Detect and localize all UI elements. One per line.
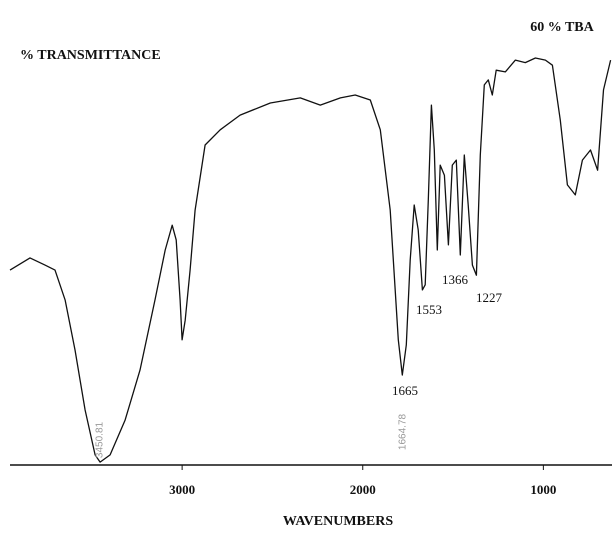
- peak-label: 1227: [476, 290, 503, 305]
- peak-label: 1366: [442, 272, 469, 287]
- x-tick-label: 2000: [350, 482, 376, 497]
- y-axis-label: % TRANSMITTANCE: [20, 48, 161, 63]
- x-tick-label: 3000: [169, 482, 195, 497]
- spectrum-line: [9, 57, 612, 463]
- peak-label: 1553: [416, 302, 442, 317]
- x-axis-label: WAVENUMBERS: [283, 514, 393, 529]
- peak-label: 1665: [392, 383, 418, 398]
- peak-label: 1664.78: [398, 413, 409, 450]
- peak-label: 3450.81: [95, 421, 106, 458]
- chart-title: 60 % TBA: [530, 20, 594, 35]
- x-tick-label: 1000: [530, 482, 556, 497]
